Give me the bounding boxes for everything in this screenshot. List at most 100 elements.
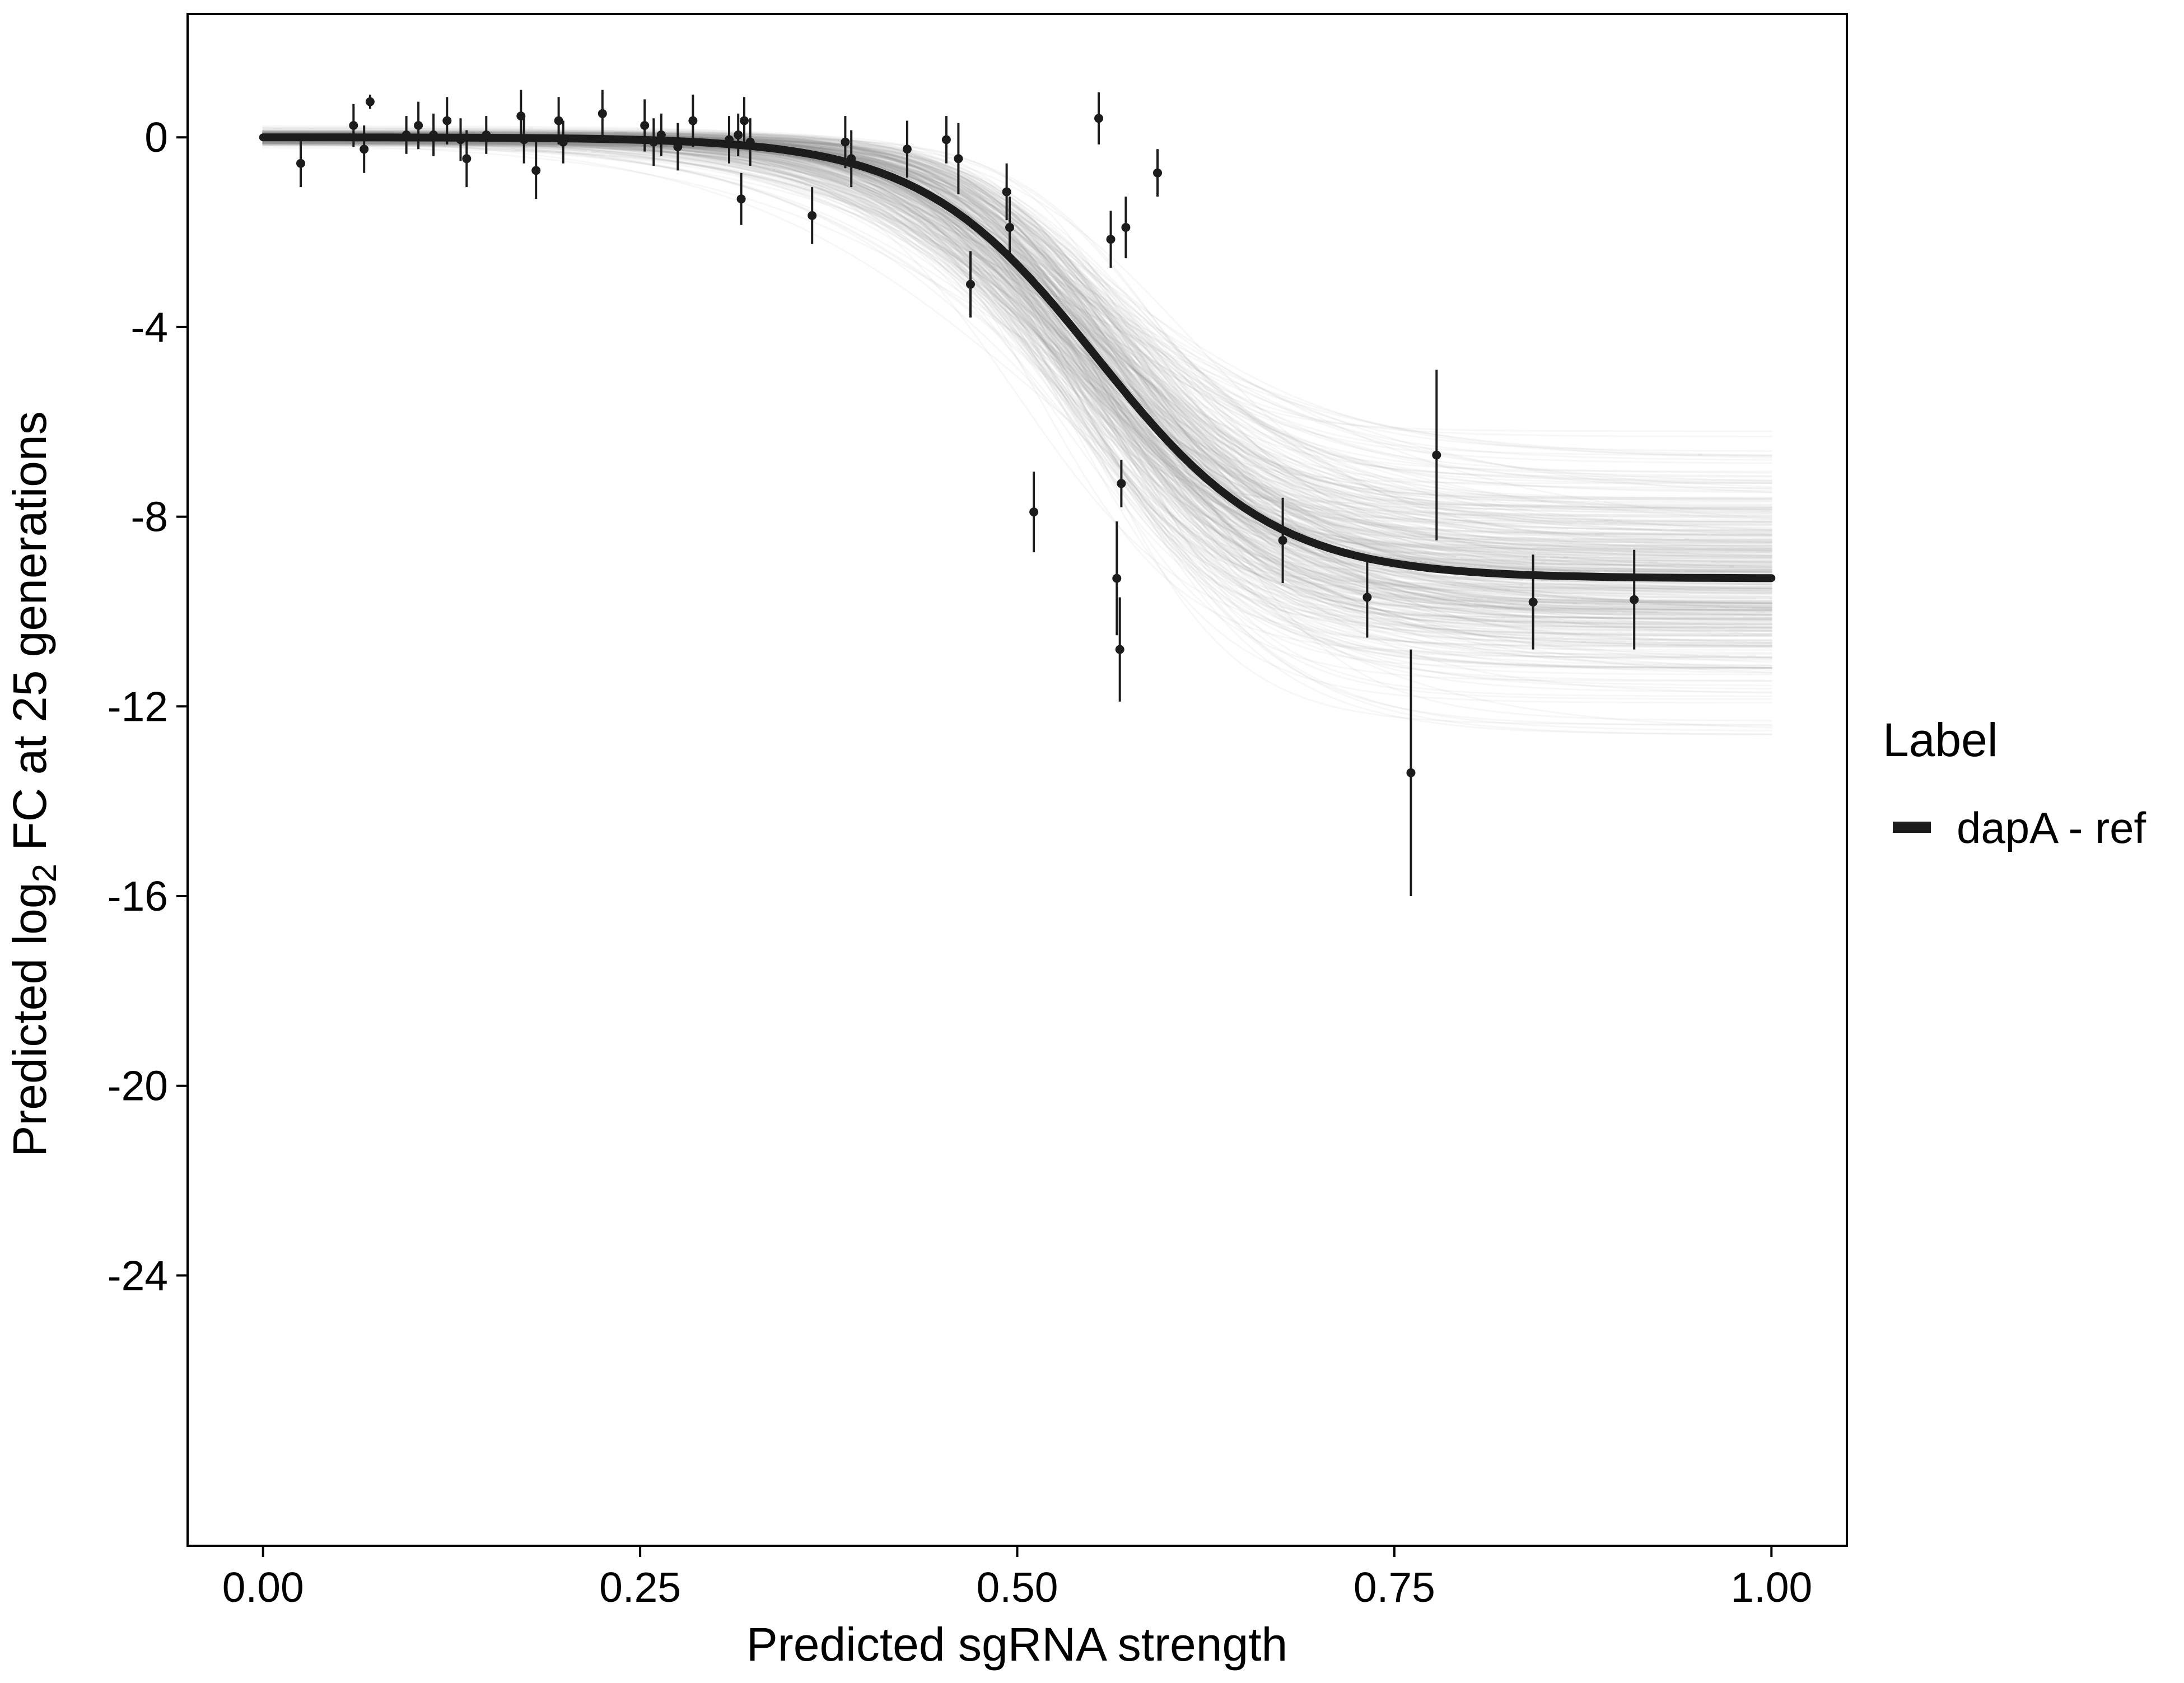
data-point [360,144,369,154]
uncertainty-curve [262,145,1772,554]
y-axis-title-pre: Predicted log [3,882,56,1157]
uncertainty-curve [262,144,1772,511]
uncertainty-curve [262,133,1772,503]
y-axis-title-sub: 2 [26,864,63,882]
uncertainty-curve [262,142,1772,513]
uncertainty-curve [262,143,1772,584]
data-point [1528,598,1538,607]
axes: 0.00 0.25 0.50 0.75 1.00 0 -4 -8 -12 -16 -20 -24 [108,114,1813,1611]
data-point [1094,114,1103,123]
y-tick-label: -16 [108,873,168,920]
data-point [1630,595,1639,604]
data-point [745,137,755,147]
uncertainty-curve [262,141,1772,616]
uncertainty-curve [262,142,1772,484]
data-point [656,130,666,139]
data-point [1121,223,1131,232]
uncertainty-curve [262,144,1772,613]
data-point [1106,235,1116,244]
data-point [725,135,734,144]
uncertainty-curve [262,139,1772,556]
uncertainty-curve [262,143,1772,452]
data-point [841,137,850,147]
uncertainty-curve [262,131,1772,582]
uncertainty-curve [262,140,1772,594]
uncertainty-curve [262,140,1772,563]
data-point [1117,479,1126,488]
y-axis-title: Predicted log2 FC at 25 generations [3,411,63,1157]
uncertainty-curve [262,142,1772,500]
uncertainty-curve [262,131,1772,609]
data-point [1115,645,1124,654]
y-tick-label: -12 [108,683,168,730]
uncertainty-curve [262,143,1772,694]
uncertainty-curve [262,142,1772,659]
data-point [1362,593,1372,602]
uncertainty-curve [262,129,1772,542]
uncertainty-curve [262,143,1772,628]
data-point [519,135,529,144]
uncertainty-curve [262,133,1772,562]
uncertainty-curve [262,142,1772,616]
uncertainty-curve [262,130,1772,509]
uncertainty-curve [262,132,1772,511]
uncertainty-curve [262,138,1772,581]
uncertainty-curve [262,138,1772,608]
plot-layers [259,90,1776,896]
uncertainty-curve [262,142,1772,626]
uncertainty-curve [262,131,1772,574]
uncertainty-curve [262,125,1772,537]
data-point [673,142,683,152]
uncertainty-curve [262,141,1772,619]
data-point [1406,768,1416,777]
uncertainty-curve [262,141,1772,550]
data-point [554,116,563,125]
data-point [598,109,607,118]
uncertainty-curve [262,133,1772,516]
data-point [1002,187,1011,197]
uncertainty-curve [262,141,1772,601]
uncertainty-curve [262,142,1772,659]
y-axis-title-post: FC at 25 generations [3,411,56,864]
uncertainty-curve [262,138,1772,490]
uncertainty-curve [262,141,1772,520]
x-tick-label: 0.00 [222,1564,304,1611]
uncertainty-curve [262,127,1772,548]
data-point [847,154,856,164]
data-point [531,166,541,175]
uncertainty-curve [262,139,1772,644]
uncertainty-curve [262,139,1772,544]
y-tick-label: -4 [130,304,168,351]
uncertainty-curve [262,142,1772,556]
data-point [1029,507,1039,517]
uncertainty-curve [262,140,1772,609]
uncertainty-curve [262,142,1772,540]
uncertainty-curve [262,144,1772,645]
uncertainty-curve [262,139,1772,482]
uncertainty-curve [262,142,1772,558]
uncertainty-curve [262,130,1772,616]
uncertainty-curve [262,139,1772,530]
uncertainty-curve [262,130,1772,608]
uncertainty-curve [262,130,1772,619]
uncertainty-curve [262,127,1772,550]
uncertainty-curve [262,141,1772,456]
data-point [734,130,743,139]
uncertainty-curve [262,139,1772,535]
uncertainty-curve [262,141,1772,581]
uncertainty-curve [262,129,1772,641]
uncertainty-curve [262,139,1772,511]
uncertainty-curve [262,129,1772,560]
data-point [740,116,749,125]
data-point [442,116,452,125]
data-point [640,121,650,130]
uncertainty-curve [262,129,1772,671]
uncertainty-curves [262,125,1772,735]
uncertainty-curve [262,128,1772,722]
uncertainty-curve [262,141,1772,589]
uncertainty-curve [262,129,1772,572]
uncertainty-curve [262,142,1772,585]
uncertainty-curve [262,142,1772,546]
